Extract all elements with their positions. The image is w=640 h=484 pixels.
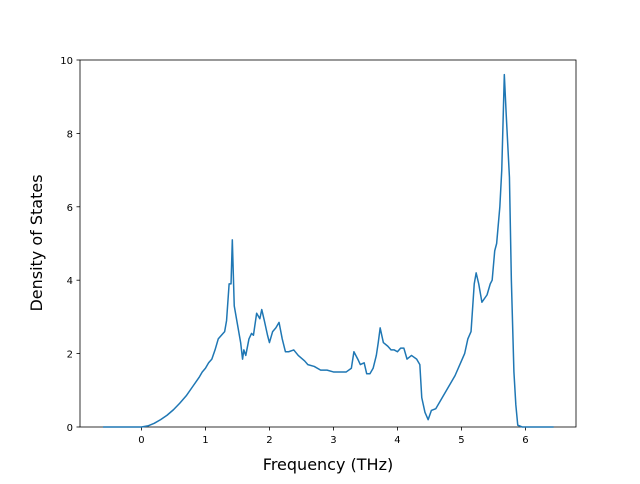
y-tick-label: 2 <box>67 350 73 361</box>
x-tick-label: 3 <box>330 435 336 446</box>
x-tick-label: 5 <box>458 435 464 446</box>
y-axis-label: Density of States <box>27 174 46 311</box>
y-tick-label: 4 <box>67 276 73 287</box>
y-tick-label: 8 <box>67 129 73 140</box>
x-tick-label: 4 <box>394 435 400 446</box>
x-axis-label: Frequency (THz) <box>263 455 393 474</box>
y-tick-label: 6 <box>67 203 73 214</box>
x-tick-label: 6 <box>522 435 528 446</box>
x-tick-label: 0 <box>138 435 144 446</box>
y-tick-label: 10 <box>60 56 73 67</box>
y-tick-label: 0 <box>67 423 73 434</box>
x-tick-label: 1 <box>202 435 208 446</box>
dos-line <box>103 73 554 428</box>
axes-frame <box>79 59 577 428</box>
x-tick-label: 2 <box>266 435 272 446</box>
